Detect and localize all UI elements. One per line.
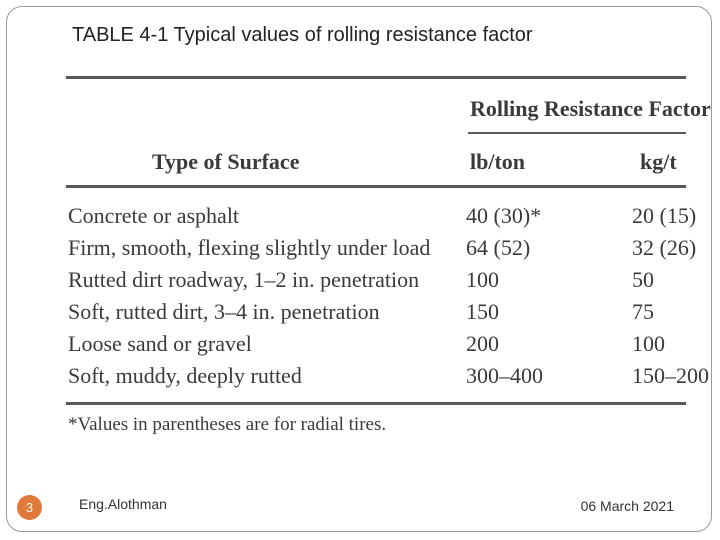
group-header: Rolling Resistance Factor xyxy=(470,96,711,121)
table-footnote: *Values in parentheses are for radial ti… xyxy=(68,414,387,435)
cell-kg-t: 50 xyxy=(632,267,654,292)
table-row: Rutted dirt roadway, 1–2 in. penetration… xyxy=(66,267,686,299)
cell-kg-t: 20 (15) xyxy=(632,203,697,228)
cell-surface: Soft, muddy, deeply rutted xyxy=(68,363,302,388)
cell-surface: Firm, smooth, flexing slightly under loa… xyxy=(68,235,431,260)
cell-surface: Soft, rutted dirt, 3–4 in. penetration xyxy=(68,299,380,324)
slide-title: TABLE 4-1 Typical values of rolling resi… xyxy=(72,24,533,46)
table-row: Concrete or asphalt 40 (30)* 20 (15) xyxy=(66,203,696,235)
cell-lb-ton: 300–400 xyxy=(466,363,543,388)
table-bottom-rule xyxy=(66,402,686,405)
column-header-surface: Type of Surface xyxy=(152,149,300,174)
table-top-rule xyxy=(66,76,686,79)
cell-kg-t: 150–200 xyxy=(632,363,709,388)
cell-surface: Loose sand or gravel xyxy=(68,331,252,356)
slide-number-badge: 3 xyxy=(17,495,42,520)
column-header-lb-ton: lb/ton xyxy=(470,149,526,174)
footer-author: Eng.Alothman xyxy=(79,496,167,512)
cell-lb-ton: 64 (52) xyxy=(466,235,531,260)
header-bottom-rule xyxy=(66,185,686,188)
footer-date: 06 March 2021 xyxy=(580,498,674,514)
column-header-kg-t: kg/t xyxy=(640,149,677,174)
cell-lb-ton: 40 (30)* xyxy=(466,203,542,228)
cell-lb-ton: 100 xyxy=(466,267,499,292)
table-row: Loose sand or gravel 200 100 xyxy=(66,331,686,363)
cell-kg-t: 32 (26) xyxy=(632,235,697,260)
cell-kg-t: 75 xyxy=(632,299,654,324)
table-row: Firm, smooth, flexing slightly under loa… xyxy=(66,235,696,267)
cell-lb-ton: 200 xyxy=(466,331,499,356)
cell-surface: Concrete or asphalt xyxy=(68,203,240,228)
group-header-rule xyxy=(468,132,686,134)
cell-surface: Rutted dirt roadway, 1–2 in. penetration xyxy=(68,267,420,292)
cell-kg-t: 100 xyxy=(632,331,665,356)
cell-lb-ton: 150 xyxy=(466,299,499,324)
rolling-resistance-table: Rolling Resistance Factor Type of Surfac… xyxy=(64,72,711,444)
slide-frame xyxy=(6,6,712,532)
table-row: Soft, rutted dirt, 3–4 in. penetration 1… xyxy=(66,299,686,331)
table-row: Soft, muddy, deeply rutted 300–400 150–2… xyxy=(66,363,709,395)
